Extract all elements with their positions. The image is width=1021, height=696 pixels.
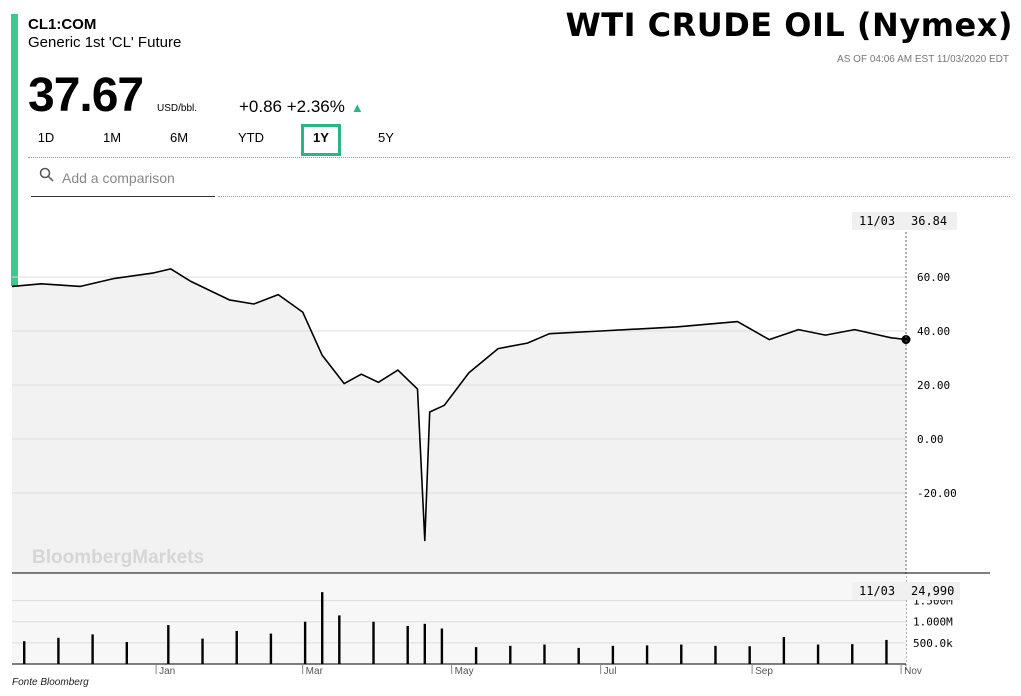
up-triangle-icon: ▲ [350, 100, 364, 115]
volume-bar [440, 628, 444, 664]
volume-bar [321, 592, 324, 664]
price-area [12, 268, 906, 573]
volume-bar [680, 644, 683, 664]
crosshair-label-bg [852, 212, 957, 230]
price-line [11, 268, 907, 542]
volume-bar [406, 625, 409, 664]
comparison-search[interactable]: Add a comparison [31, 164, 215, 197]
volume-bar [782, 636, 786, 664]
volume-bar [372, 621, 375, 664]
x-tick-label: Mar [306, 666, 324, 677]
volume-bar [509, 645, 512, 664]
divider [218, 196, 1010, 197]
y-tick-label: -20.00 [917, 487, 957, 500]
source-note: Fonte Bloomberg [12, 677, 89, 688]
volume-bar [816, 644, 820, 664]
volume-bar [577, 647, 580, 664]
search-icon [39, 167, 55, 187]
last-price: 37.67 [28, 69, 144, 122]
y-tick-label: 40.00 [917, 325, 950, 338]
as-of-timestamp: AS OF 04:06 AM EST 11/03/2020 EDT [837, 54, 1009, 65]
volume-y-tick: 500.0k [913, 637, 953, 650]
range-1y[interactable]: 1Y [301, 124, 341, 156]
crosshair-value: 36.84 [911, 214, 947, 228]
range-ytd[interactable]: YTD [238, 130, 264, 145]
headline-title: WTI CRUDE OIL (Nymex) [565, 6, 1013, 44]
price-change-text: +0.86 +2.36% [239, 97, 345, 116]
volume-y-tick: 1.000M [913, 616, 953, 629]
volume-crosshair-bg [852, 582, 960, 600]
volume-bar [303, 621, 307, 664]
y-tick-label: 60.00 [917, 271, 950, 284]
volume-bar [851, 644, 854, 664]
volume-area-bg [12, 574, 906, 664]
volume-bar [543, 644, 546, 664]
x-tick-label: Jan [159, 666, 175, 677]
range-5y[interactable]: 5Y [378, 130, 394, 145]
divider [28, 157, 1010, 158]
range-1d[interactable]: 1D [37, 130, 55, 145]
volume-bar [714, 645, 717, 664]
volume-bar [167, 625, 170, 664]
volume-bar [125, 642, 129, 664]
volume-bar [23, 641, 26, 664]
x-tick-label: Sep [755, 666, 773, 677]
volume-bar [611, 645, 615, 664]
volume-bar [57, 637, 60, 664]
volume-bar [338, 615, 341, 664]
volume-bar [269, 633, 273, 664]
volume-crosshair-date: 11/03 [859, 584, 895, 598]
x-tick-label: May [455, 666, 474, 677]
accent-bar [11, 14, 18, 286]
x-tick-label: Jul [604, 666, 617, 677]
price-unit: USD/bbl. [157, 103, 198, 114]
volume-bar [235, 631, 238, 664]
watermark: BloombergMarkets [32, 547, 204, 568]
volume-crosshair-value: 24,990 [911, 584, 954, 598]
price-change: +0.86 +2.36% ▲ [239, 97, 364, 117]
y-tick-label: 20.00 [917, 379, 950, 392]
last-price-point [901, 335, 911, 345]
y-tick-label: 0.00 [917, 433, 944, 446]
instrument-description: Generic 1st 'CL' Future [28, 34, 182, 51]
search-placeholder: Add a comparison [62, 170, 175, 186]
crosshair-date: 11/03 [859, 214, 895, 228]
range-1m[interactable]: 1M [102, 130, 122, 145]
range-6m[interactable]: 6M [169, 130, 189, 145]
volume-bar [474, 647, 478, 664]
volume-bar [201, 638, 204, 664]
volume-bar [423, 623, 427, 664]
volume-bar [91, 634, 94, 664]
x-tick-label: Nov [904, 666, 922, 677]
ticker-symbol: CL1:COM [28, 16, 97, 33]
volume-bar [645, 645, 649, 664]
volume-bar [885, 639, 888, 664]
volume-bar [748, 646, 751, 664]
